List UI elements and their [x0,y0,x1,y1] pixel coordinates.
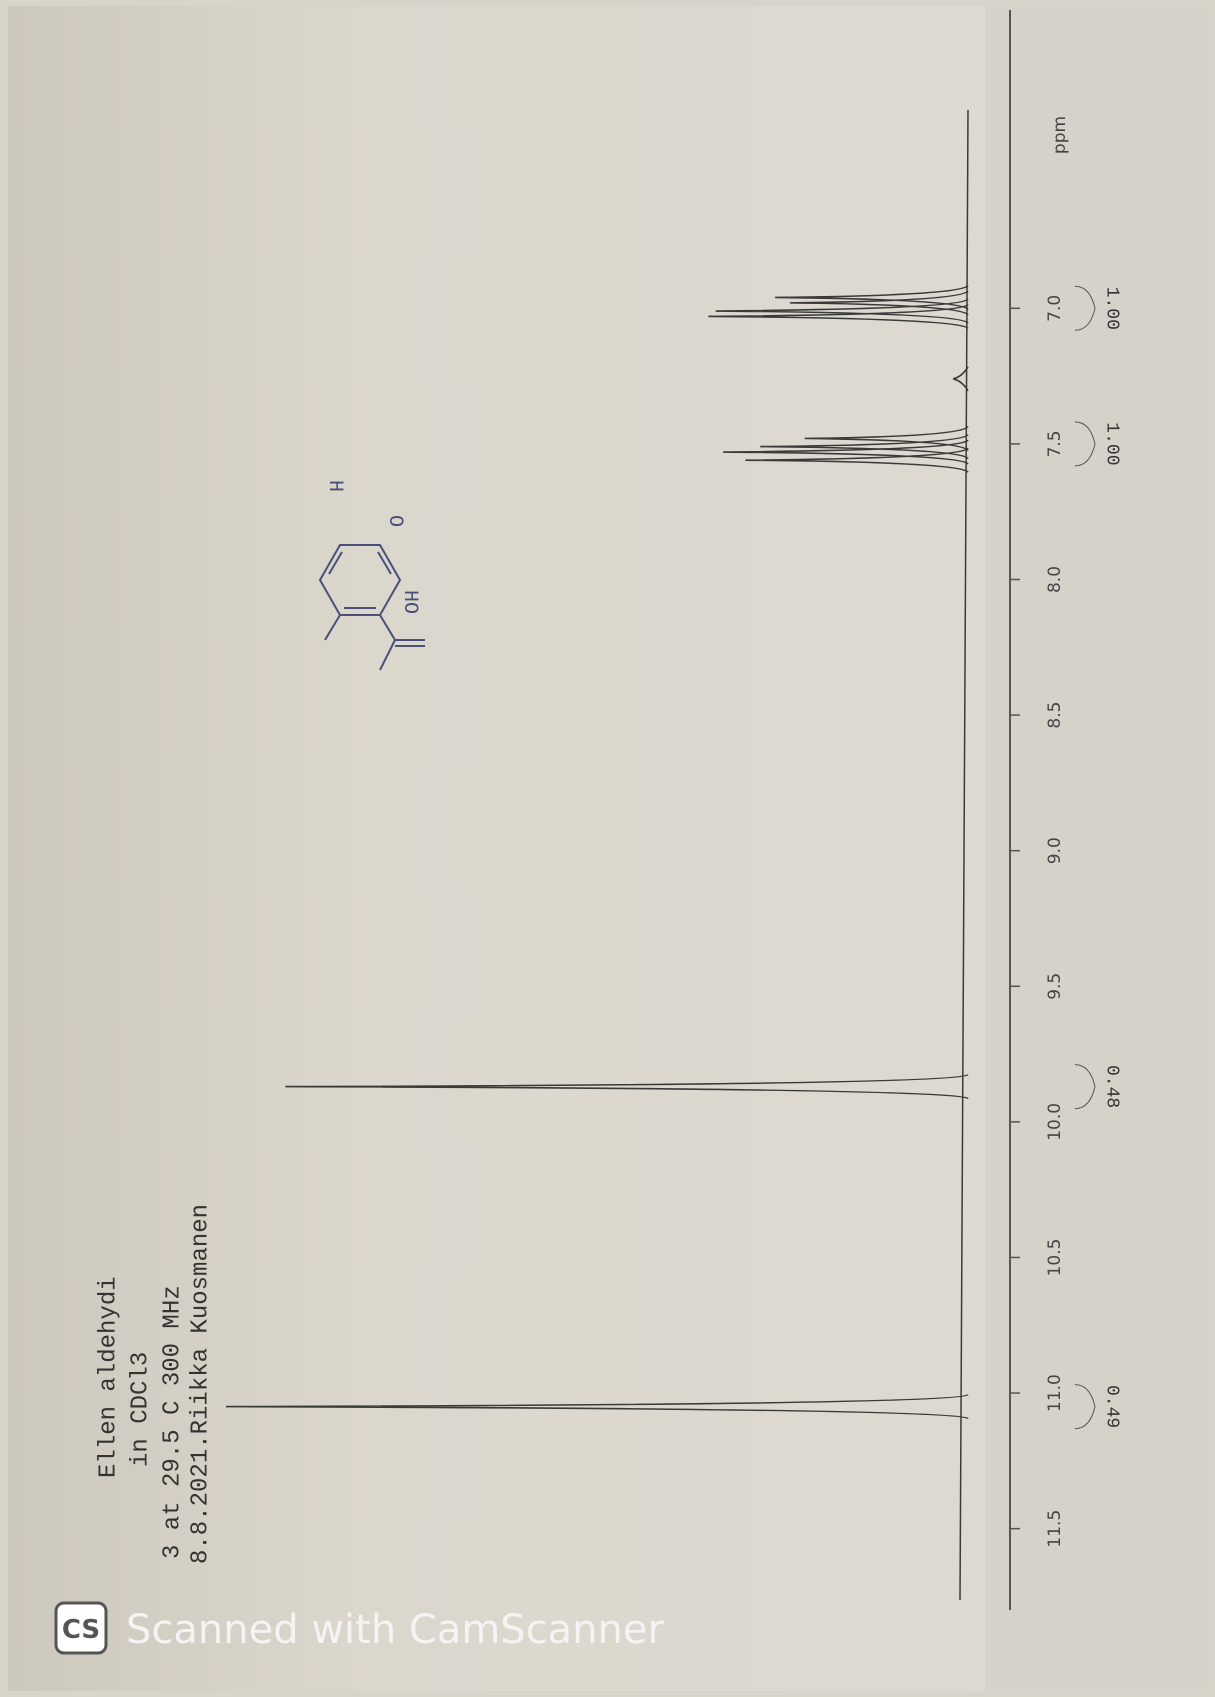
x-tick-label: 9.0 [1045,837,1065,864]
header-line: 3 at 29.5 C 300 MHz [159,1285,186,1559]
header-line: 8.8.2021.Riikka Kuosmanen [187,1204,214,1564]
x-tick-label: 9.5 [1045,973,1065,1000]
watermark-logo: CS [56,1603,106,1653]
x-tick-label: 8.5 [1045,702,1065,729]
chart: HO O H 7.0 7.5 8.0 8.5 9.0 9.5 10.0 10.5 11.0 11.… [0,0,1215,1697]
svg-text:O: O [383,515,406,527]
x-tick-label: 11.5 [1045,1510,1065,1548]
x-tick-label: 11.0 [1045,1374,1065,1412]
x-tick-label: 7.0 [1045,295,1065,322]
x-axis-label: ppm [1050,116,1070,154]
axis-band [985,6,1208,1691]
header-line: Ellen aldehydi [95,1276,122,1478]
svg-text:H: H [323,480,346,492]
integral-label: 0.48 [1101,1065,1121,1108]
x-tick-label: 10.0 [1045,1103,1065,1141]
x-tick-label: 8.0 [1045,566,1065,593]
integral-label: 1.00 [1101,422,1121,465]
svg-text:HO: HO [398,590,421,614]
page: HO O H 7.0 7.5 8.0 8.5 9.0 9.5 10.0 10.5 11.0 11.… [0,0,1215,1697]
x-tick-label: 7.5 [1045,430,1065,457]
x-tick-label: 10.5 [1045,1239,1065,1277]
watermark: Scanned with CamScanner [126,1607,665,1653]
svg-text:CS: CS [62,1615,100,1645]
integral-label: 1.00 [1101,287,1121,330]
integral-label: 0.49 [1101,1385,1121,1428]
header-line: in CDCl3 [127,1352,154,1467]
